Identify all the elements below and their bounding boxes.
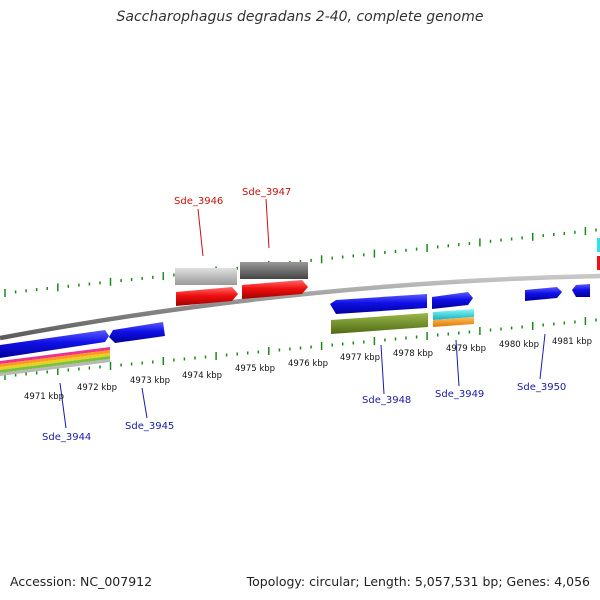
feature-red-edge (597, 256, 600, 270)
leader-sde-3948 (380, 344, 385, 395)
gene-label-sde-3948: Sde_3948 (362, 395, 411, 406)
leader-sde-3944 (59, 382, 67, 429)
kbp-label: 4977 kbp (340, 353, 380, 363)
gene-arrow-sde-3948 (330, 294, 427, 314)
feature-cyan (433, 309, 474, 320)
map-title: Saccharophagus degradans 2-40, complete … (116, 9, 484, 25)
feature-track-right (330, 238, 600, 334)
kbp-labels: 4971 kbp 4972 kbp 4973 kbp 4974 kbp 4975… (24, 337, 592, 402)
topology-text: Topology: circular; Length: 5,057,531 bp… (246, 574, 590, 589)
gene-label-sde-3949: Sde_3949 (435, 389, 484, 400)
gene-arrow-partial (572, 284, 590, 297)
kbp-label: 4972 kbp (77, 383, 117, 393)
kbp-label: 4971 kbp (24, 392, 64, 402)
leader-sde-3945 (141, 387, 148, 419)
genome-backbone (0, 273, 600, 341)
misc-feature-orange (0, 350, 110, 367)
misc-feature-green (0, 356, 110, 373)
gene-label-sde-3950: Sde_3950 (517, 382, 566, 393)
kbp-label: 4979 kbp (446, 344, 486, 354)
inner-tick-row (4, 317, 597, 380)
kbp-label: 4974 kbp (182, 371, 222, 381)
feature-dark-gray (240, 262, 308, 279)
feature-track-left (0, 322, 165, 376)
kbp-label: 4981 kbp (552, 337, 592, 347)
feature-olive (331, 313, 428, 334)
gene-arrow-sde-3950 (525, 287, 562, 301)
kbp-label: 4978 kbp (393, 349, 433, 359)
leader-sde-3946 (197, 208, 204, 257)
gene-arrow-sde-3944 (0, 330, 109, 358)
kbp-label: 4980 kbp (499, 340, 539, 350)
misc-feature-yellow (0, 353, 110, 370)
gene-arrow-sde-3949 (432, 292, 473, 309)
label-leaders (59, 198, 546, 429)
feature-cyan-edge (597, 238, 600, 252)
leader-sde-3947 (265, 198, 270, 249)
gene-labels: Sde_3946 Sde_3947 Sde_3944 Sde_3945 Sde_… (42, 187, 566, 443)
feature-orange (433, 317, 474, 327)
gene-label-sde-3947: Sde_3947 (242, 187, 291, 198)
misc-feature-pink (0, 347, 110, 364)
gene-label-sde-3945: Sde_3945 (125, 421, 174, 432)
leader-sde-3949 (455, 339, 460, 387)
misc-feature-gray (0, 359, 110, 376)
gene-arrow-sde-3945 (109, 322, 165, 343)
feature-light-gray (175, 268, 237, 285)
gene-arrow-sde-3947 (242, 280, 308, 299)
gene-label-sde-3946: Sde_3946 (174, 196, 223, 207)
kbp-label: 4975 kbp (235, 364, 275, 374)
kbp-label: 4976 kbp (288, 359, 328, 369)
gene-label-sde-3944: Sde_3944 (42, 432, 91, 443)
gene-arrow-sde-3946 (176, 287, 238, 306)
outer-tick-row (4, 227, 597, 297)
accession-text: Accession: NC_007912 (10, 574, 153, 589)
feature-track-middle (175, 262, 308, 306)
kbp-label: 4973 kbp (130, 376, 170, 386)
leader-sde-3950 (539, 333, 546, 380)
